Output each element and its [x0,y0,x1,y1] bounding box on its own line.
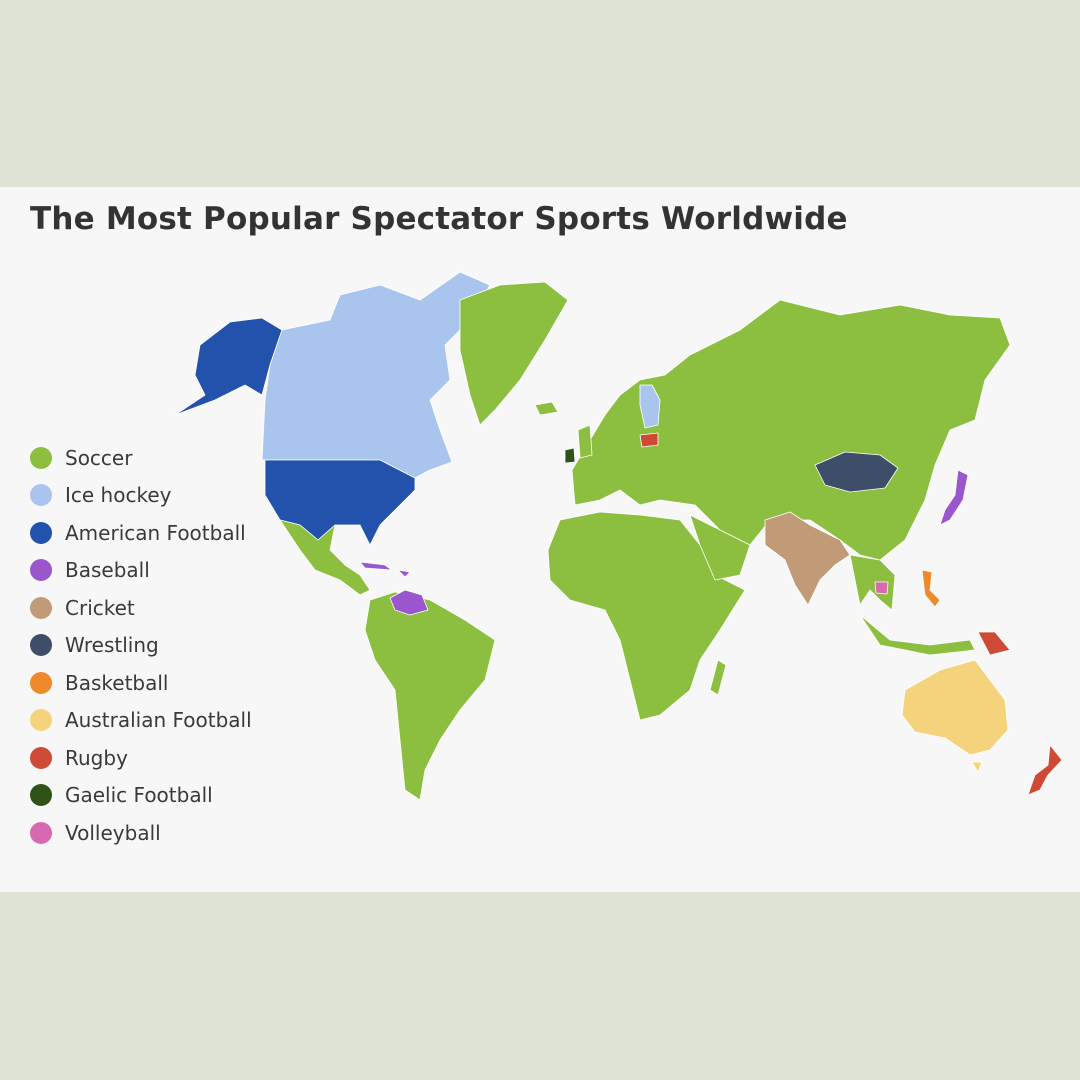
region-madagascar [709,659,727,696]
legend-label: Australian Football [65,708,252,733]
region-cuba [359,561,393,571]
legend-swatch [30,709,52,732]
infographic-panel: The Most Popular Spectator Sports Worldw… [0,187,1080,892]
legend-swatch [30,746,52,769]
legend-label: Baseball [65,558,150,583]
region-southeast-asia [849,554,896,611]
legend-item-volleyball: Volleyball [30,814,252,852]
legend-item-american-football: American Football [30,514,252,552]
legend-swatch [30,634,52,657]
region-greenland [459,281,569,426]
legend-item-gaelic-football: Gaelic Football [30,777,252,815]
legend-swatch [30,671,52,694]
legend-swatch [30,484,52,507]
region-australia [901,659,1009,756]
legend-swatch [30,521,52,544]
legend-item-soccer: Soccer [30,439,252,477]
world-map [174,271,1063,801]
region-latvia [639,432,659,448]
region-arabia [689,514,751,581]
region-finland [639,384,661,429]
region-iceland [534,401,559,416]
legend-item-wrestling: Wrestling [30,627,252,665]
region-venezuela [389,589,429,616]
legend-label: Soccer [65,445,133,470]
legend-label: Cricket [65,595,135,620]
legend-label: Ice hockey [65,483,172,508]
map-title: The Most Popular Spectator Sports Worldw… [30,201,848,237]
legend-swatch [30,821,52,844]
legend-label: Wrestling [65,633,159,658]
region-africa [547,511,746,721]
legend-item-ice-hockey: Ice hockey [30,477,252,515]
region-philippines [921,569,941,608]
region-mongolia [814,451,899,493]
legend-label: Rugby [65,745,128,770]
region-india [764,511,851,606]
legend-swatch [30,784,52,807]
region-new-zealand [1027,744,1063,796]
legend-item-basketball: Basketball [30,664,252,702]
legend-label: Volleyball [65,820,161,845]
region-dominican-republic [397,569,411,578]
region-indonesia [859,614,976,656]
region-canada [261,271,491,479]
region-cambodia [874,581,889,595]
legend-item-rugby: Rugby [30,739,252,777]
legend-swatch [30,559,52,582]
region-japan [939,469,969,526]
legend-swatch [30,596,52,619]
region-ireland [564,447,576,464]
region-uk [577,424,593,459]
legend-swatch [30,446,52,469]
region-tasmania [971,761,983,773]
region-mexico-central-america [279,519,371,596]
legend-item-baseball: Baseball [30,552,252,590]
legend-label: Basketball [65,670,169,695]
region-eurasia [571,299,1011,561]
region-alaska [174,317,283,416]
legend-item-australian-football: Australian Football [30,702,252,740]
region-papua-new-guinea [977,631,1011,656]
legend-label: American Football [65,520,246,545]
legend-item-cricket: Cricket [30,589,252,627]
region-south-america [364,591,496,801]
legend-label: Gaelic Football [65,783,213,808]
region-usa [264,459,416,546]
legend: Soccer Ice hockey American Football Basebal… [30,439,252,852]
